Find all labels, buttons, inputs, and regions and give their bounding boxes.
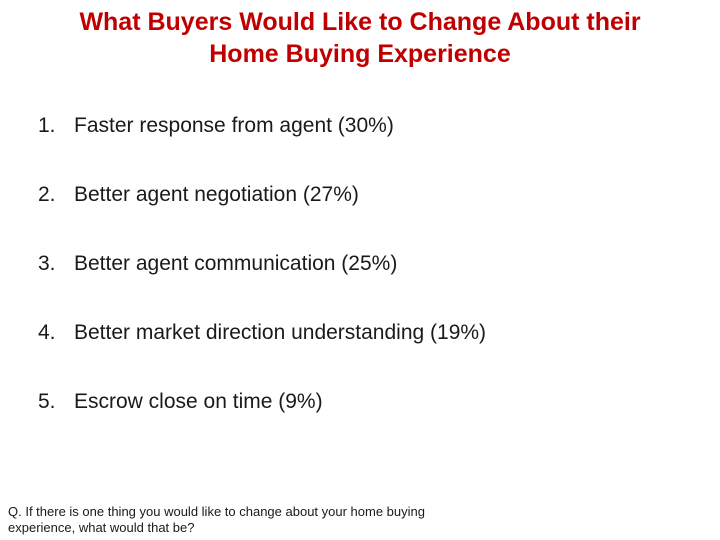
list-item: 4. Better market direction understanding …	[38, 319, 486, 388]
list-item: 1. Faster response from agent (30%)	[38, 112, 486, 181]
list-item-text: Faster response from agent (30%)	[74, 114, 394, 137]
list-item-text: Escrow close on time (9%)	[74, 390, 323, 413]
ranked-list: 1. Faster response from agent (30%) 2. Bet…	[38, 112, 486, 457]
list-item-text: Better market direction understanding (1…	[74, 321, 487, 344]
list-item: 3. Better agent communication (25%)	[38, 250, 486, 319]
slide-title: What Buyers Would Like to Change About t…	[0, 6, 720, 70]
slide-title-line-2: Home Buying Experience	[209, 40, 511, 68]
footnote-line-2: experience, what would that be?	[8, 520, 195, 535]
list-item: 2. Better agent negotiation (27%)	[38, 181, 486, 250]
list-item-number: 3.	[38, 252, 56, 275]
list-item-number: 4.	[38, 321, 56, 344]
list-item-number: 1.	[38, 114, 56, 137]
list-item-text: Better agent communication (25%)	[74, 252, 398, 275]
list-item: 5. Escrow close on time (9%)	[38, 388, 486, 457]
list-item-number: 2.	[38, 183, 56, 206]
list-item-number: 5.	[38, 390, 56, 413]
survey-question-footnote: Q. If there is one thing you would like …	[8, 504, 528, 536]
footnote-line-1: Q. If there is one thing you would like …	[8, 504, 425, 519]
list-item-text: Better agent negotiation (27%)	[74, 183, 359, 206]
slide-title-line-1: What Buyers Would Like to Change About t…	[79, 8, 641, 36]
